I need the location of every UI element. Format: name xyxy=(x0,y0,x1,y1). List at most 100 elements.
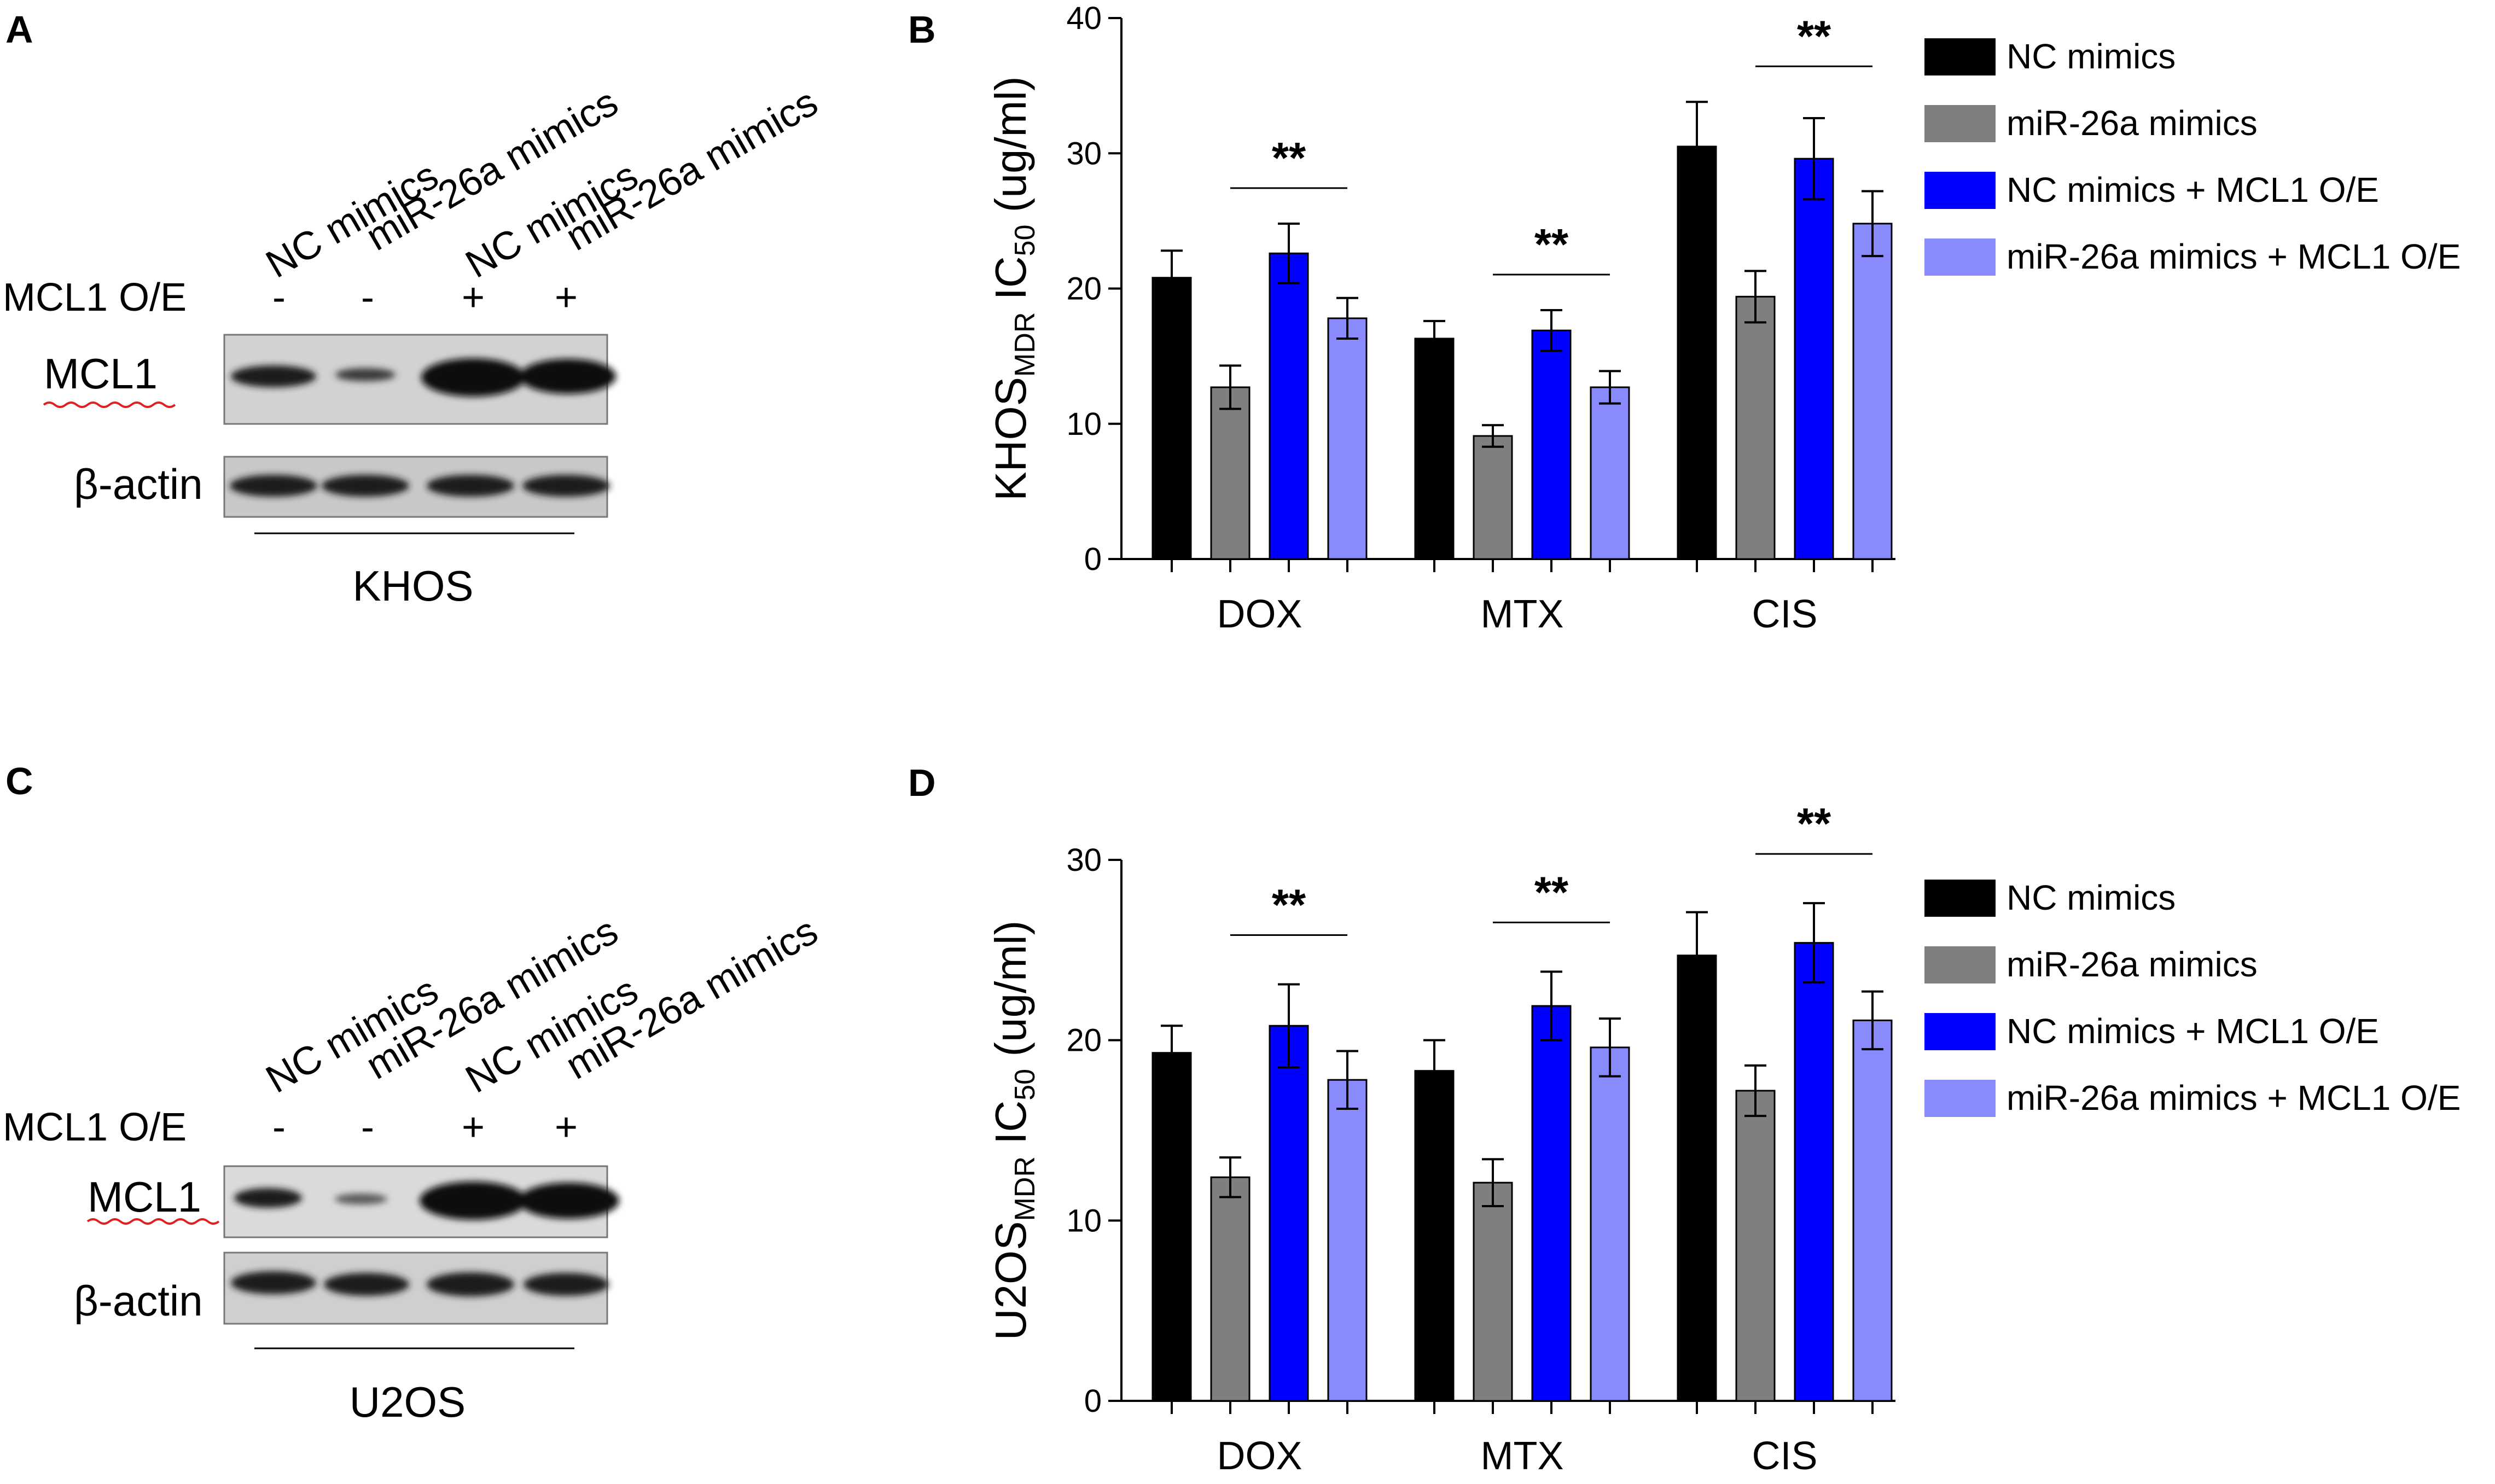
panel-c-cell-line: U2OS xyxy=(350,1378,466,1426)
significance-label: ** xyxy=(1797,11,1831,60)
panel-a-cell-line: KHOS xyxy=(352,562,473,610)
significance-label: ** xyxy=(1534,220,1569,269)
panel-d-letter: D xyxy=(908,761,936,804)
bar xyxy=(1735,295,1776,560)
legend-label: NC mimics xyxy=(2007,878,2176,917)
y-axis-title-part: IC xyxy=(986,256,1035,312)
bar xyxy=(1414,337,1455,560)
panel-a-sign-4: + xyxy=(555,276,578,319)
panel-a-band-label-mcl1: MCL1 xyxy=(44,350,158,398)
y-axis-title-part: (ug/ml) xyxy=(986,76,1035,224)
x-category-label: MTX xyxy=(1481,592,1564,636)
band xyxy=(324,1273,409,1296)
bar xyxy=(1327,1079,1368,1402)
chart-d: 0 10 20 30 U2OSMDR IC50 (ug/ml) DOX ** MTX ** CIS… xyxy=(986,799,2461,1478)
panel-a-letter: A xyxy=(5,8,33,51)
x-category-label: DOX xyxy=(1217,592,1302,636)
y-tick-label: 0 xyxy=(1084,542,1102,577)
legend-swatch xyxy=(1924,946,1996,983)
y-axis-title-subscript: 50 xyxy=(1009,1069,1041,1101)
bar xyxy=(1735,1090,1776,1402)
bar xyxy=(1210,386,1251,560)
y-tick-label: 30 xyxy=(1066,842,1102,878)
panel-c-sign-4: + xyxy=(555,1105,578,1149)
legend-swatch xyxy=(1924,1080,1996,1117)
panel-a-band-label-actin: β-actin xyxy=(74,460,203,508)
bar xyxy=(1852,1019,1893,1402)
bar xyxy=(1151,1052,1192,1402)
bar xyxy=(1531,1005,1572,1402)
panel-a: A NC mimics miR-26a mimics NC mimics miR… xyxy=(3,8,825,610)
legend-label: NC mimics + MCL1 O/E xyxy=(2007,170,2379,209)
bar xyxy=(1531,329,1572,560)
legend-label: NC mimics xyxy=(2007,37,2176,76)
spellcheck-underline xyxy=(43,401,176,408)
legend-swatch xyxy=(1924,238,1996,276)
y-tick-label: 20 xyxy=(1066,1023,1102,1058)
significance-label: ** xyxy=(1797,799,1831,848)
legend-label: miR-26a mimics xyxy=(2007,103,2258,143)
band xyxy=(234,1188,302,1208)
y-axis-title-part: KHOS xyxy=(986,377,1035,501)
band xyxy=(522,475,610,497)
bar xyxy=(1151,277,1192,560)
bar xyxy=(1794,942,1834,1402)
y-tick-label: 20 xyxy=(1066,271,1102,307)
blot-mcl1-a xyxy=(223,334,616,425)
x-category-label: DOX xyxy=(1217,1434,1302,1478)
legend-label: NC mimics + MCL1 O/E xyxy=(2007,1011,2379,1051)
band xyxy=(420,1182,527,1220)
y-axis-title-subscript: MDR xyxy=(1009,1156,1041,1221)
band xyxy=(519,1183,619,1219)
legend-swatch xyxy=(1924,880,1996,917)
panel-c-band-label-actin: β-actin xyxy=(74,1277,203,1325)
y-tick-label: 40 xyxy=(1066,1,1102,36)
y-axis-title-part: IC xyxy=(986,1101,1035,1156)
bar xyxy=(1852,223,1893,560)
bar xyxy=(1414,1070,1455,1402)
y-axis-title-subscript: MDR xyxy=(1009,312,1041,377)
legend-label: miR-26a mimics + MCL1 O/E xyxy=(2007,237,2461,276)
band xyxy=(520,359,616,394)
band xyxy=(427,1272,514,1296)
band xyxy=(322,475,409,497)
y-tick-label: 30 xyxy=(1066,136,1102,171)
panel-c-row-label: MCL1 O/E xyxy=(3,1105,187,1149)
y-tick-label: 10 xyxy=(1066,1203,1102,1238)
panel-a-row-label: MCL1 O/E xyxy=(3,276,187,319)
y-tick-label: 10 xyxy=(1066,406,1102,442)
significance-label: ** xyxy=(1272,133,1306,182)
bar xyxy=(1590,386,1630,560)
band xyxy=(230,475,317,497)
blot-actin-c xyxy=(223,1252,609,1325)
y-axis-title-part: U2OS xyxy=(986,1221,1035,1340)
panel-a-sign-3: + xyxy=(462,276,485,319)
bar xyxy=(1677,955,1717,1402)
band xyxy=(335,1194,387,1204)
legend-label: miR-26a mimics xyxy=(2007,945,2258,984)
blot-actin-a xyxy=(223,456,610,518)
band xyxy=(231,365,316,387)
band xyxy=(427,475,514,497)
bar xyxy=(1327,317,1368,560)
legend-label: miR-26a mimics + MCL1 O/E xyxy=(2007,1078,2461,1118)
bar xyxy=(1210,1176,1251,1402)
y-axis-title: U2OSMDR IC50 (ug/ml) xyxy=(986,921,1041,1341)
y-axis-title-part: (ug/ml) xyxy=(986,921,1035,1069)
band xyxy=(335,368,396,381)
bar xyxy=(1794,158,1834,560)
y-axis-title: KHOSMDR IC50 (ug/ml) xyxy=(986,76,1041,501)
x-category-label: CIS xyxy=(1752,1434,1817,1478)
bar xyxy=(1677,146,1717,560)
spellcheck-underline xyxy=(86,1218,220,1225)
x-category-label: MTX xyxy=(1481,1434,1564,1478)
chart-b: 0 10 20 30 40 KHOSMDR IC50 (ug/ml) DOX ** MTX ** C… xyxy=(986,1,2461,636)
panel-c-sign-3: + xyxy=(462,1105,485,1149)
bar xyxy=(1269,1025,1309,1402)
x-category-label: CIS xyxy=(1752,592,1817,636)
panel-b-letter: B xyxy=(908,8,936,51)
legend-swatch xyxy=(1924,38,1996,75)
panel-a-sign-2: - xyxy=(361,276,374,319)
y-axis-title-subscript: 50 xyxy=(1009,224,1041,256)
